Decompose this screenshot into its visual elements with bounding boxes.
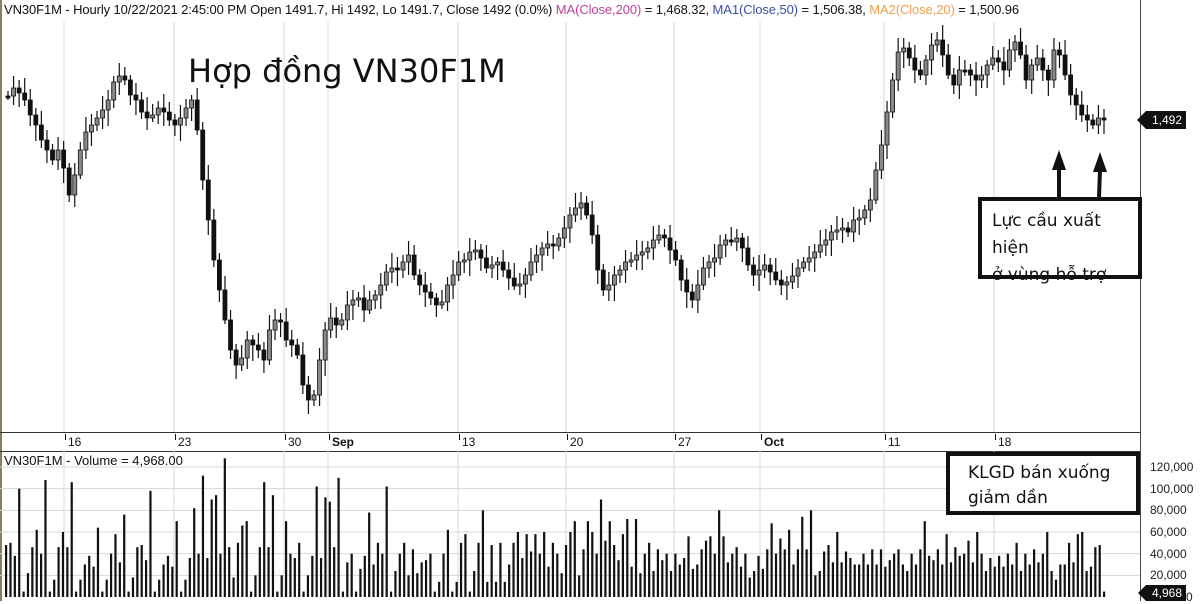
date-tick: 20	[567, 434, 583, 449]
ma50-label: MA1(Close,50)	[712, 2, 799, 17]
price-axis-line	[1140, 0, 1141, 601]
volume-axis-label: 20,000	[1150, 568, 1187, 583]
date-tick: 23	[175, 434, 191, 449]
last-volume-tag: 4,968	[1137, 585, 1187, 601]
header-info: VN30F1M - Hourly 10/22/2021 2:45:00 PM O…	[4, 2, 556, 17]
date-tick: 16	[65, 434, 81, 449]
ma50-value: = 1,506.38,	[797, 2, 870, 17]
volume-axis-label: 40,000	[1150, 546, 1187, 561]
last-price-tag: 1,492	[1136, 111, 1187, 129]
volume-axis-label: 60,000	[1150, 525, 1187, 539]
volume-axis-label: 100,000	[1150, 481, 1194, 496]
candles	[5, 25, 1107, 414]
date-tick: 11	[885, 434, 900, 449]
volume-axis-label: 120,000	[1150, 460, 1194, 474]
annotation-support-line2: ở vùng hỗ trợ	[992, 265, 1107, 285]
volume-axis-label: 80,000	[1150, 503, 1187, 518]
volume-axis-label: 0	[1186, 590, 1193, 604]
annotation-volume-line1: KLGD bán xuống	[968, 463, 1111, 483]
ma200-label: MA(Close,200)	[555, 2, 642, 17]
date-tick: 30	[285, 434, 301, 449]
date-tick: Oct	[761, 434, 784, 449]
annotation-support: Lực cầu xuất hiện ở vùng hỗ trợ	[978, 197, 1142, 285]
date-tick: Sep	[329, 434, 354, 449]
price-chart[interactable]	[0, 0, 1140, 432]
date-tick: 13	[459, 434, 475, 449]
volume-chart[interactable]	[0, 0, 1140, 601]
chart-title: Hợp đồng VN30F1M	[188, 52, 506, 90]
chart-header: VN30F1M - Hourly 10/22/2021 2:45:00 PM O…	[4, 2, 1019, 17]
ma20-value: = 1,500.96	[954, 2, 1020, 17]
volume-title: VN30F1M - Volume = 4,968.00	[4, 453, 183, 468]
date-tick: 27	[675, 434, 691, 449]
ma20-label: MA2(Close,20)	[869, 2, 955, 17]
date-axis: 16 23 30 Sep 13 20 27 Oct 11 18	[0, 432, 1140, 452]
annotation-volume: KLGD bán xuống giảm dần	[946, 452, 1140, 515]
ma200-value: = 1,468.32,	[641, 2, 713, 17]
date-tick: 18	[995, 434, 1011, 449]
annotation-volume-line2: giảm dần	[968, 488, 1048, 508]
volume-bars	[5, 458, 1106, 597]
annotation-support-line1: Lực cầu xuất hiện	[992, 211, 1101, 258]
